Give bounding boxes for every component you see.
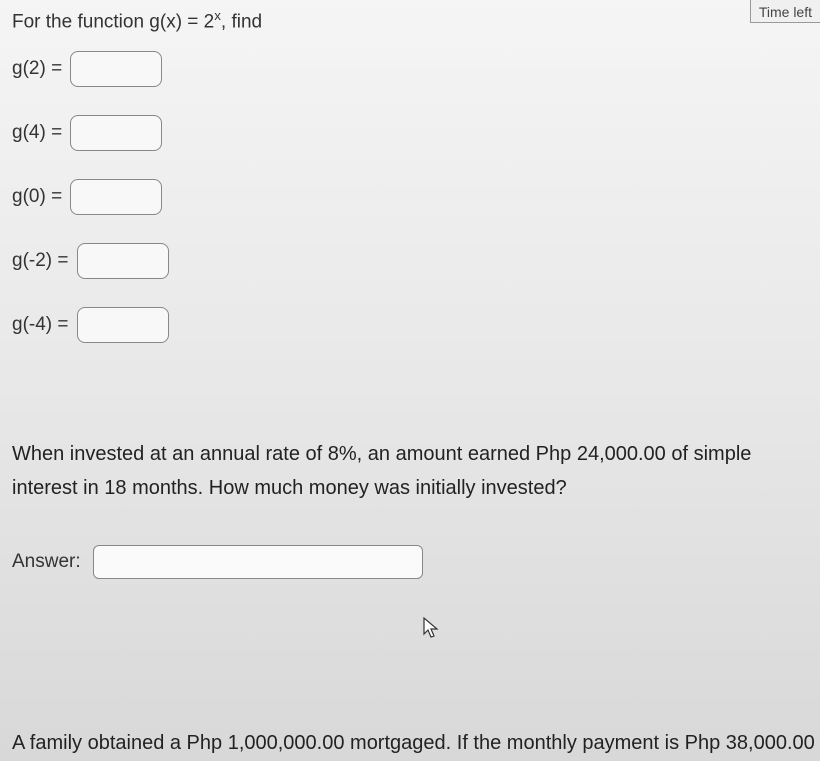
question-2-text: When invested at an annual rate of 8%, a… xyxy=(0,429,820,513)
gneg2-input[interactable] xyxy=(77,243,169,279)
q1-prompt: For the function g(x) = 2x, find xyxy=(12,8,808,33)
gneg4-input[interactable] xyxy=(77,307,169,343)
question-3-text: A family obtained a Php 1,000,000.00 mor… xyxy=(12,732,820,755)
g2-label: g(2) = xyxy=(12,58,62,80)
question-1: For the function g(x) = 2x, find g(2) = … xyxy=(0,0,820,379)
gneg4-label: g(-4) = xyxy=(12,314,69,336)
gneg2-row: g(-2) = xyxy=(12,243,808,279)
g0-label: g(0) = xyxy=(12,186,62,208)
gneg4-row: g(-4) = xyxy=(12,307,808,343)
answer-input[interactable] xyxy=(93,545,423,579)
gneg2-label: g(-2) = xyxy=(12,250,69,272)
answer-row: Answer: xyxy=(0,545,820,579)
cursor-icon xyxy=(422,616,442,640)
q1-prompt-pre: For the function g(x) = 2 xyxy=(12,11,214,32)
g2-input[interactable] xyxy=(70,51,162,87)
g0-row: g(0) = xyxy=(12,179,808,215)
g4-label: g(4) = xyxy=(12,122,62,144)
q1-prompt-post: , find xyxy=(221,11,262,32)
q1-prompt-sup: x xyxy=(214,8,221,23)
g0-input[interactable] xyxy=(70,179,162,215)
g4-row: g(4) = xyxy=(12,115,808,151)
g2-row: g(2) = xyxy=(12,51,808,87)
g4-input[interactable] xyxy=(70,115,162,151)
time-left-tab: Time left xyxy=(750,0,820,23)
answer-label: Answer: xyxy=(12,551,81,573)
